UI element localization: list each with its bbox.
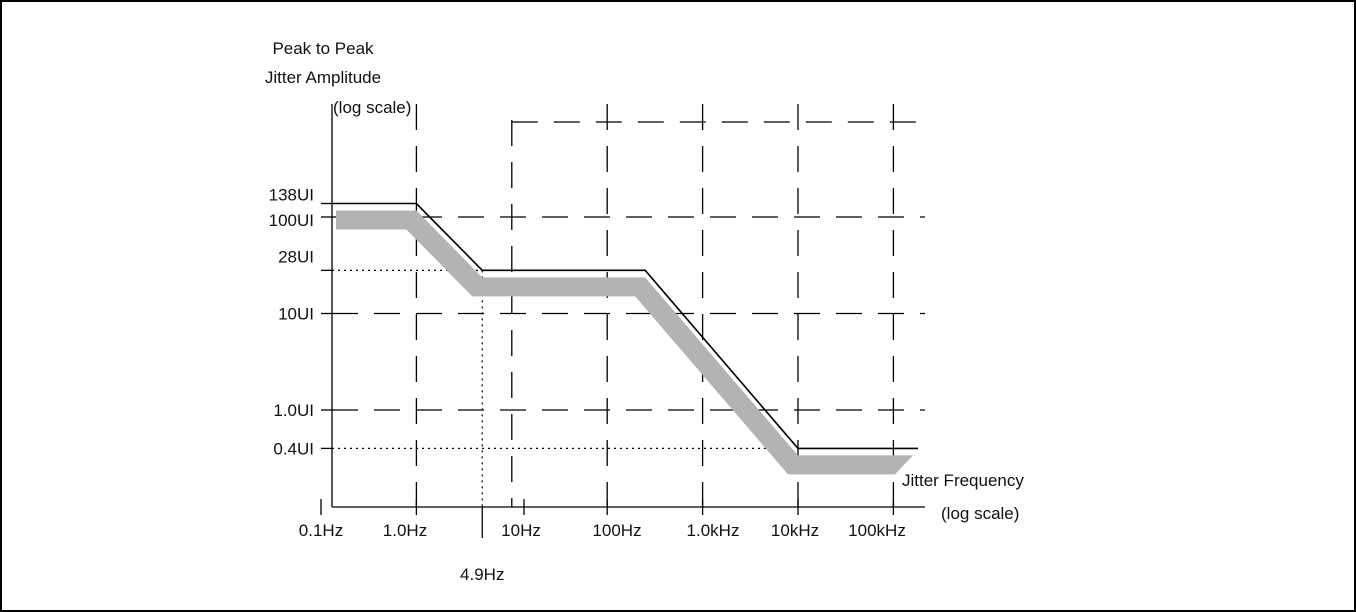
y-tick-label: 0.4UI: [273, 439, 314, 458]
tolerance-band: [336, 210, 913, 475]
grid-lines: [332, 104, 925, 507]
x-axis-title-line: Jitter Frequency: [902, 471, 1024, 490]
x-tick-label: 100Hz: [592, 521, 641, 540]
jitter-mask-line: [332, 202, 918, 450]
x-tick-label: 10kHz: [771, 521, 819, 540]
y-tick-label: 100UI: [269, 211, 314, 230]
x-axis-title-line: (log scale): [941, 504, 1019, 523]
y-tick-label: 28UI: [278, 247, 314, 266]
x-tick-label: 0.1Hz: [299, 521, 343, 540]
y-tick-label: 138UI: [269, 186, 314, 205]
y-tick-label: 1.0UI: [273, 401, 314, 420]
x-tick-label: 100kHz: [848, 521, 906, 540]
y-axis-title-line: Peak to Peak: [272, 39, 374, 58]
x-marker-label: 4.9Hz: [460, 565, 504, 584]
axis-labels: 0.1Hz 1.0Hz 10Hz 100Hz 1.0kHz 10kHz 100kHz 4.9H…: [265, 39, 1024, 584]
y-tick-label: 10UI: [278, 305, 314, 324]
x-tick-label: 1.0kHz: [687, 521, 740, 540]
x-tick-label: 10Hz: [501, 521, 541, 540]
jitter-tolerance-chart: 0.1Hz 1.0Hz 10Hz 100Hz 1.0kHz 10kHz 100kHz 4.9H…: [265, 39, 1024, 584]
x-tick-label: 1.0Hz: [383, 521, 427, 540]
y-axis-title-line: Jitter Amplitude: [265, 68, 381, 87]
axes: [320, 104, 925, 538]
y-axis-title-line: (log scale): [333, 98, 411, 117]
